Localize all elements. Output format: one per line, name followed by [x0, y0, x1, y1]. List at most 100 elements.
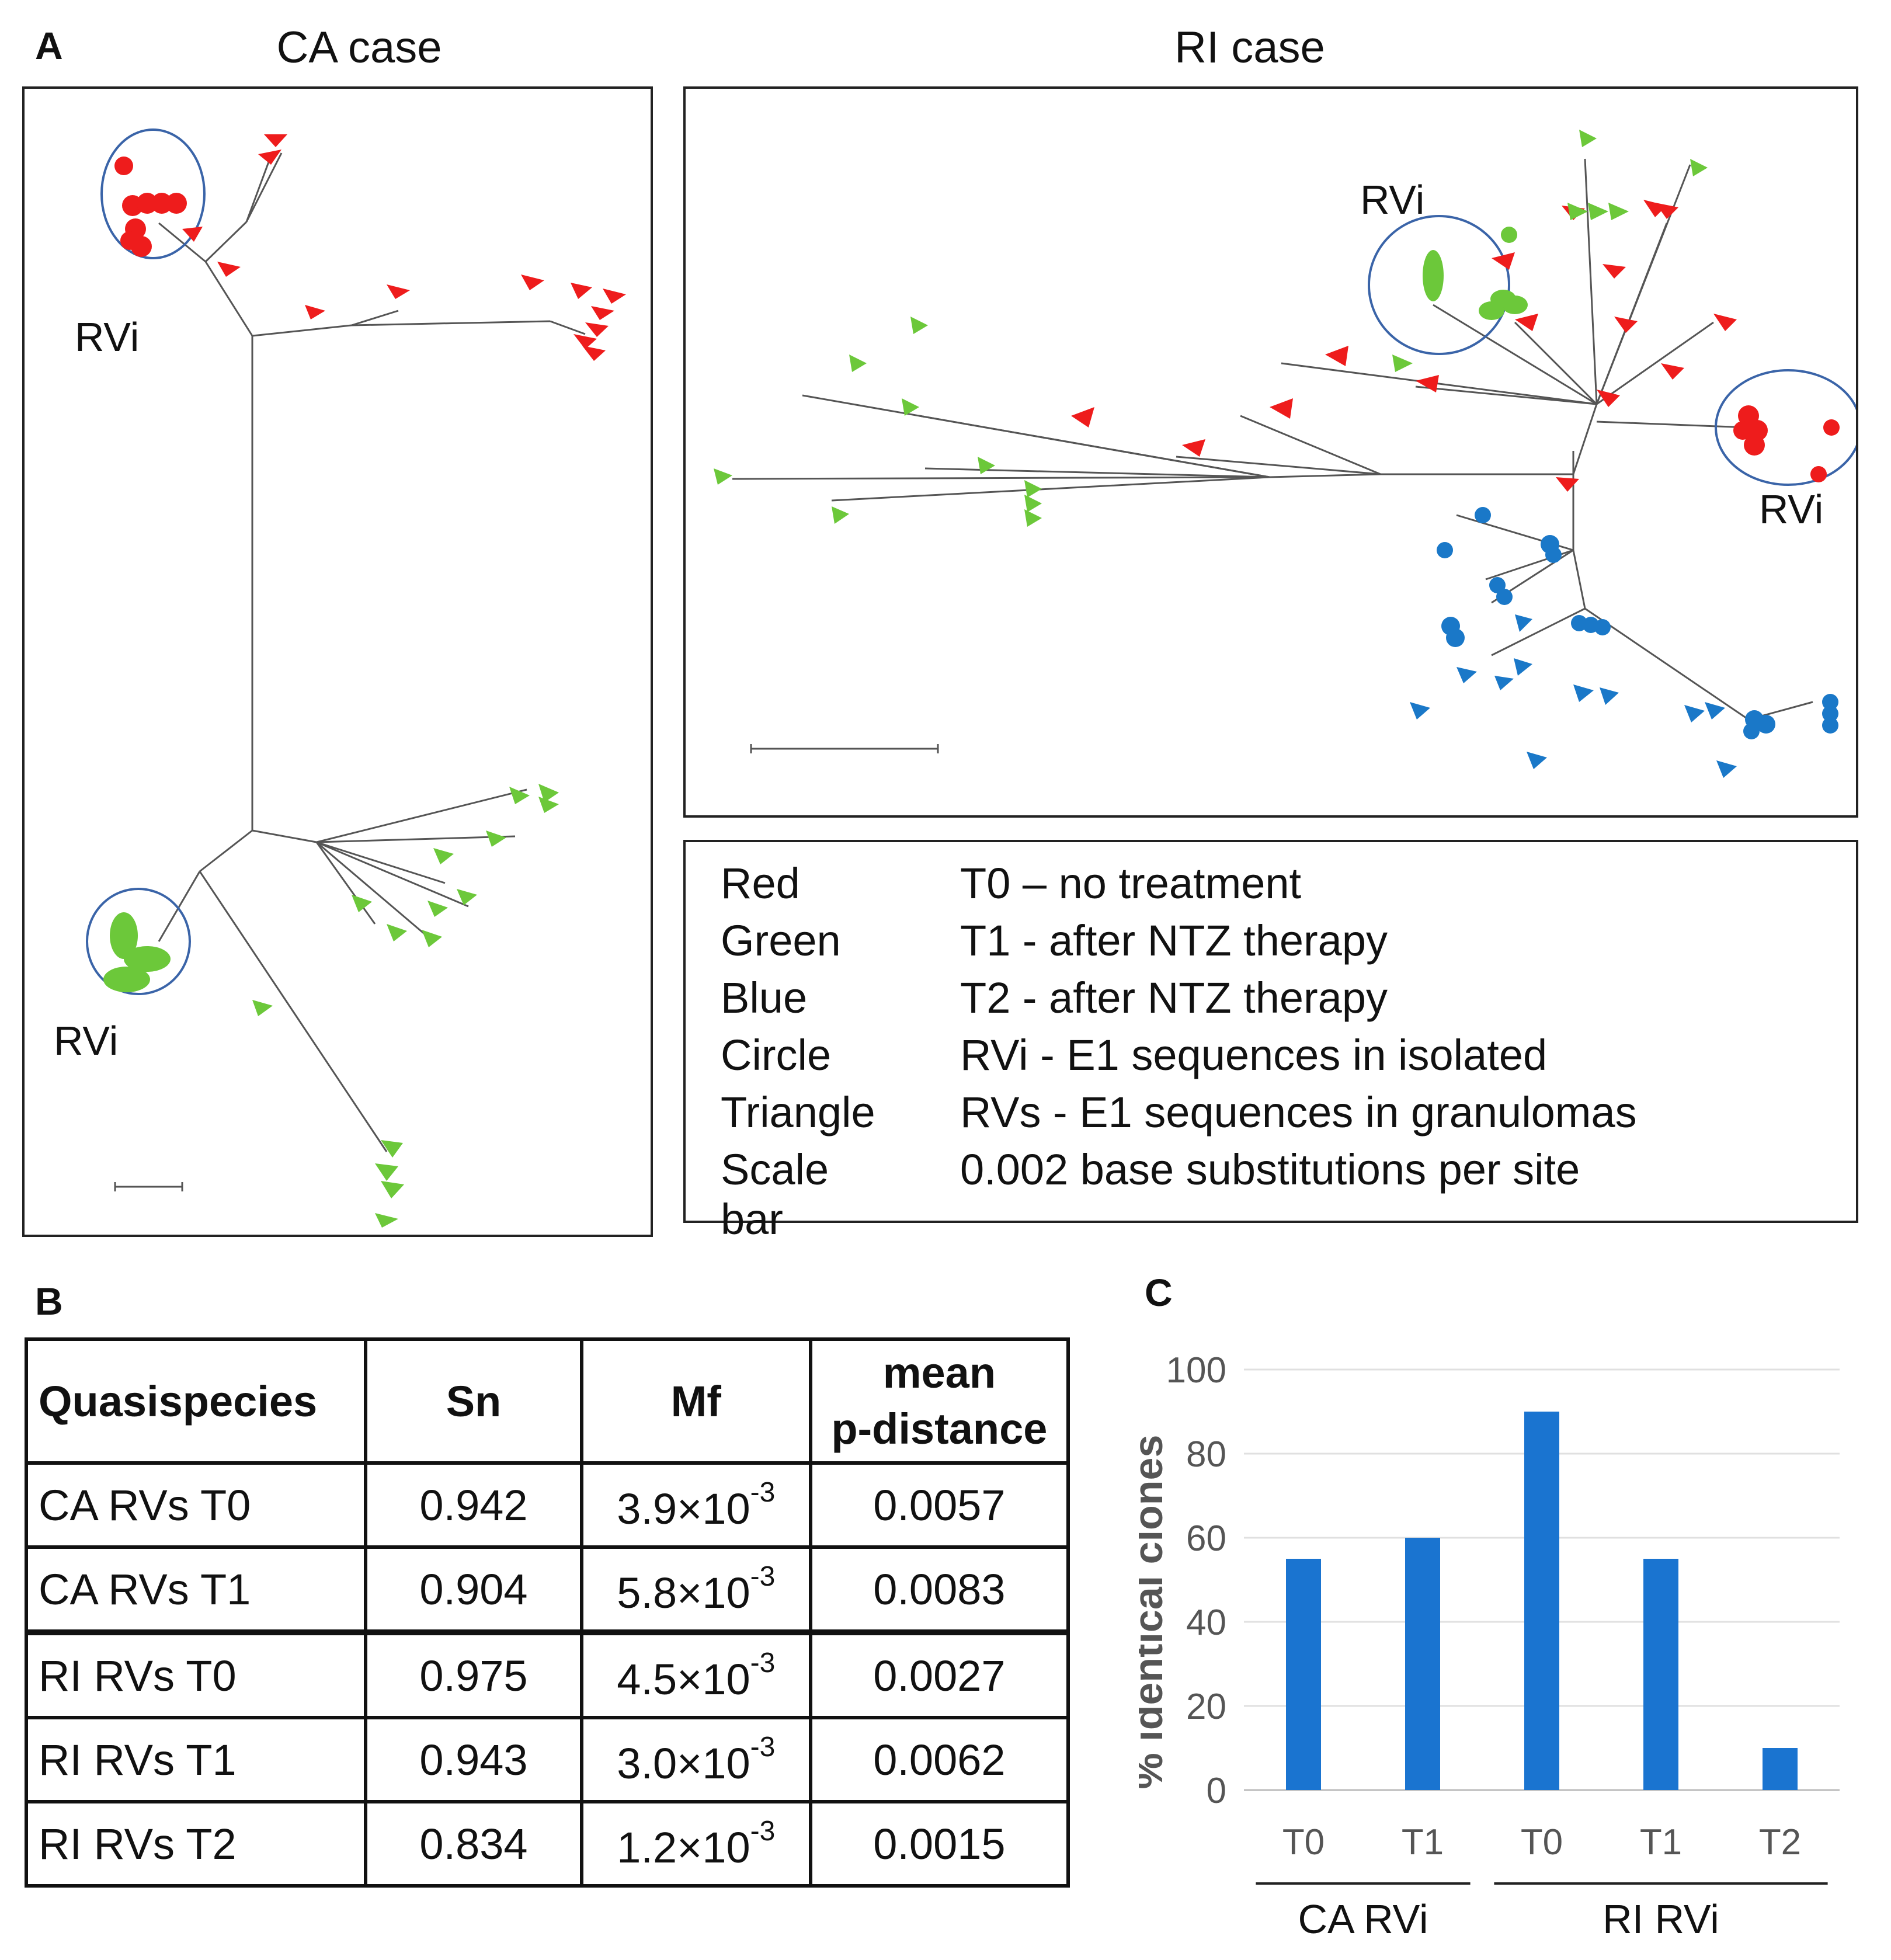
- row-sn: 0.975: [364, 1629, 583, 1719]
- ca-rvi-top-label: RVi: [75, 314, 140, 360]
- legend-key: Green: [721, 916, 841, 965]
- y-tick-label: 100: [1166, 1350, 1226, 1391]
- header-pdistance: mean p-distance: [808, 1337, 1070, 1465]
- panel-a-letter: A: [35, 24, 63, 67]
- ten: 10: [702, 1823, 750, 1872]
- ca-green-markers: [103, 784, 559, 1228]
- chart-y-axis-title: % identical clones: [1139, 1435, 1171, 1789]
- table-row: CA RVs T0 0.942 3.9×10-3 0.0057: [24, 1461, 1070, 1549]
- ri-tree-branches: [732, 158, 1813, 721]
- table-row: RI RVs T1 0.943 3.0×10-3 0.0062: [24, 1716, 1070, 1803]
- row-sn: 0.942: [364, 1461, 583, 1549]
- ri-tree-panel: RVi RVi: [683, 86, 1858, 818]
- group-label: RI RVi: [1603, 1896, 1719, 1942]
- row-pdistance: 0.0057: [808, 1461, 1070, 1549]
- row-mf: 1.2×10-3: [579, 1800, 812, 1888]
- ca-rvi-top-circle: [100, 128, 206, 259]
- row-name: RI RVs T1: [24, 1716, 368, 1803]
- group-label: CA RVi: [1298, 1896, 1428, 1942]
- panel-b-letter: B: [35, 1280, 63, 1323]
- exponent: -3: [750, 1477, 776, 1508]
- y-tick-label: 0: [1207, 1771, 1226, 1811]
- row-pdistance: 0.0015: [808, 1800, 1070, 1888]
- times-sign: ×: [677, 1569, 703, 1617]
- mf-mantissa: 3.9: [617, 1485, 677, 1533]
- ri-rvi-left-circle: [1368, 215, 1510, 355]
- header-pdistance-line2: p-distance: [831, 1405, 1048, 1453]
- ca-tree-svg: [86, 128, 626, 1228]
- times-sign: ×: [677, 1655, 703, 1704]
- exponent: -3: [750, 1561, 776, 1592]
- mf-mantissa: 3.0: [617, 1739, 677, 1788]
- bar: [1643, 1559, 1678, 1790]
- ca-tree-branches: [158, 152, 586, 1152]
- exponent: -3: [750, 1732, 776, 1763]
- legend-key: Blue: [721, 974, 808, 1022]
- row-pdistance: 0.0083: [808, 1545, 1070, 1634]
- x-tick-label: T2: [1759, 1822, 1801, 1862]
- bar: [1405, 1538, 1440, 1790]
- exponent: -3: [750, 1648, 776, 1678]
- ri-scale-bar: [750, 744, 939, 753]
- ri-blue-markers: [1410, 507, 1838, 778]
- legend-key: Circle: [721, 1031, 832, 1079]
- mf-mantissa: 4.5: [617, 1655, 677, 1704]
- header-pdistance-line1: mean: [882, 1349, 996, 1397]
- y-tick-label: 20: [1186, 1687, 1226, 1727]
- ri-tree-svg: [714, 130, 1856, 778]
- row-mf: 4.5×10-3: [579, 1629, 812, 1719]
- x-tick-label: T1: [1402, 1822, 1444, 1862]
- chart-y-ticks: 0 20 40 60 80 100: [1166, 1350, 1226, 1811]
- header-quasispecies: Quasispecies: [24, 1337, 368, 1465]
- mf-mantissa: 1.2: [617, 1823, 677, 1872]
- mf-mantissa: 5.8: [617, 1569, 677, 1617]
- row-mf: 5.8×10-3: [579, 1545, 812, 1634]
- panel-c-letter: C: [1145, 1271, 1173, 1314]
- legend-key: Scale bar: [721, 1145, 829, 1243]
- row-sn: 0.943: [364, 1716, 583, 1803]
- row-name: CA RVs T0: [24, 1461, 368, 1549]
- row-name: RI RVs T2: [24, 1800, 368, 1888]
- x-tick-label: T0: [1282, 1822, 1325, 1862]
- ten: 10: [702, 1569, 750, 1617]
- table-row: RI RVs T2 0.834 1.2×10-3 0.0015: [24, 1800, 1070, 1888]
- times-sign: ×: [677, 1485, 703, 1533]
- table-row: RI RVs T0 0.975 4.5×10-3 0.0027: [24, 1629, 1070, 1719]
- ten: 10: [702, 1739, 750, 1788]
- identical-clones-chart: 0 20 40 60 80 100 T0 T1 T0 T1 T2 CA RVi RI RVi % i…: [1139, 1350, 1840, 1942]
- row-mf: 3.9×10-3: [579, 1461, 812, 1549]
- legend-value: T0 – no treatment: [960, 859, 1302, 908]
- legend-box: Red T0 – no treatment Green T1 - after N…: [683, 840, 1858, 1243]
- y-tick-label: 80: [1186, 1434, 1226, 1475]
- x-tick-label: T0: [1521, 1822, 1563, 1862]
- ri-case-title: RI case: [1174, 23, 1325, 72]
- ri-rvi-right-label: RVi: [1759, 486, 1824, 532]
- ca-scale-bar: [114, 1182, 183, 1191]
- ten: 10: [702, 1485, 750, 1533]
- ten: 10: [702, 1655, 750, 1704]
- ca-tree-panel: RVi RVi: [22, 86, 653, 1237]
- x-tick-label: T1: [1640, 1822, 1682, 1862]
- times-sign: ×: [677, 1739, 703, 1788]
- ri-rvi-right-circle: [1715, 369, 1856, 486]
- legend-value: RVi - E1 sequences in isolated: [960, 1031, 1548, 1079]
- legend-value: 0.002 base substitutions per site: [960, 1145, 1580, 1194]
- ca-rvi-bottom-label: RVi: [54, 1018, 119, 1064]
- header-mf: Mf: [579, 1337, 812, 1465]
- legend-key: Triangle: [721, 1088, 875, 1137]
- row-name: CA RVs T1: [24, 1545, 368, 1634]
- header-sn: Sn: [364, 1337, 583, 1465]
- row-sn: 0.834: [364, 1800, 583, 1888]
- bar: [1763, 1748, 1798, 1790]
- y-tick-label: 60: [1186, 1518, 1226, 1559]
- ca-rvi-bottom-circle: [86, 888, 191, 995]
- ca-case-title: CA case: [276, 23, 442, 72]
- row-pdistance: 0.0062: [808, 1716, 1070, 1803]
- y-tick-label: 40: [1186, 1603, 1226, 1643]
- row-name: RI RVs T0: [24, 1629, 368, 1719]
- legend-value: T2 - after NTZ therapy: [960, 974, 1388, 1022]
- quasispecies-table: Quasispecies Sn Mf mean p-distance CA RV…: [24, 1337, 1070, 1888]
- row-sn: 0.904: [364, 1545, 583, 1634]
- ri-rvi-left-label: RVi: [1360, 177, 1425, 223]
- table-row: CA RVs T1 0.904 5.8×10-3 0.0083: [24, 1545, 1070, 1634]
